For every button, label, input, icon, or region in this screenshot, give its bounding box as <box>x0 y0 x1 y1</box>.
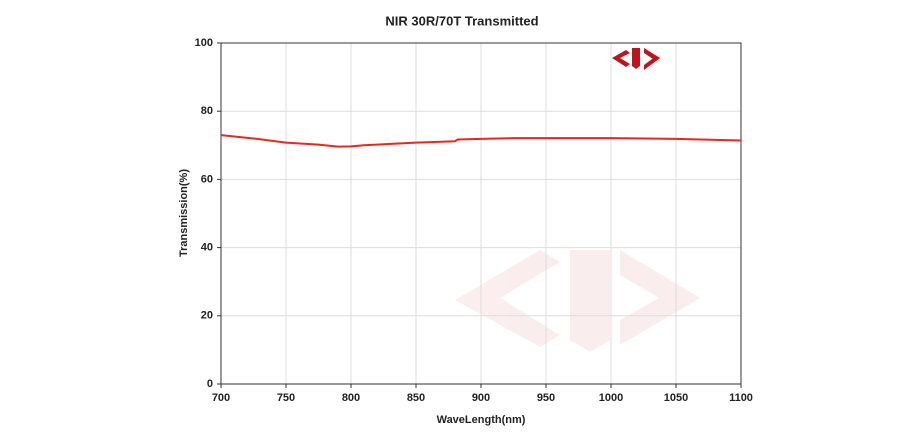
data-line <box>220 134 742 148</box>
x-tick-label: 950 <box>537 392 555 404</box>
y-tick-label: 100 <box>195 37 213 49</box>
x-axis-label: WaveLength(nm) <box>437 414 526 426</box>
y-tick-label: 40 <box>201 242 213 254</box>
y-tick-label: 20 <box>201 310 213 322</box>
x-tick-label: 900 <box>472 392 490 404</box>
x-tick-label: 850 <box>407 392 425 404</box>
x-tick-label: 1000 <box>599 392 623 404</box>
x-tick-label: 700 <box>212 392 230 404</box>
y-tick-label: 0 <box>207 378 213 390</box>
x-tick-label: 1050 <box>664 392 688 404</box>
y-axis-label: Transmission(%) <box>178 169 190 257</box>
x-tick-label: 800 <box>342 392 360 404</box>
x-tick-label: 1100 <box>729 392 753 404</box>
y-tick-label: 60 <box>201 173 213 185</box>
y-tick-label: 80 <box>201 105 213 117</box>
watermark <box>455 250 700 352</box>
logo-mark <box>612 48 660 70</box>
chart-title: NIR 30R/70T Transmitted <box>385 13 538 28</box>
plot-frame <box>220 42 742 385</box>
x-tick-label: 750 <box>277 392 295 404</box>
